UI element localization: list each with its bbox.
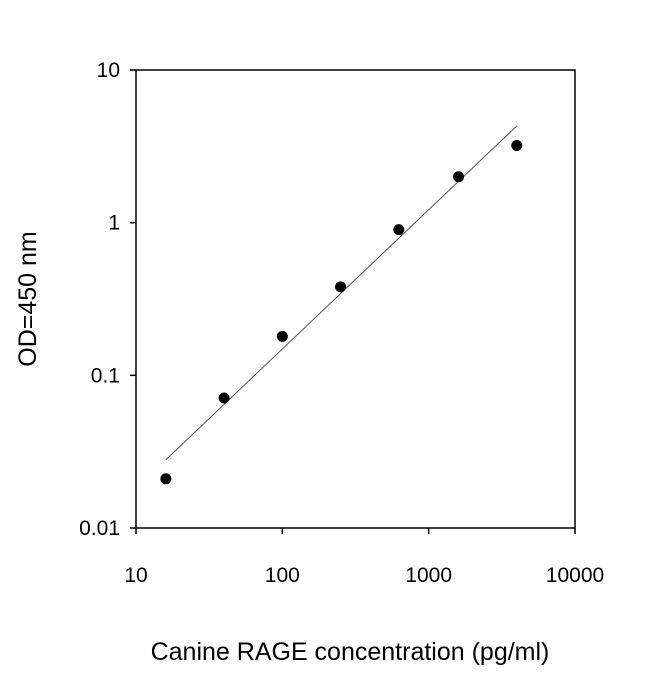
y-tick-label: 0.01 xyxy=(79,517,120,540)
y-tick-label: 0.1 xyxy=(91,364,120,387)
data-point xyxy=(511,140,523,152)
regression-line xyxy=(165,125,518,461)
data-point xyxy=(218,392,230,404)
y-tick-label: 1 xyxy=(108,212,120,235)
y-axis-label: OD=450 nm xyxy=(14,231,42,367)
axis-tick-labels: 10 100 1000 10000 0.01 0.1 1 10 xyxy=(79,59,604,587)
y-tick-label: 10 xyxy=(97,59,120,82)
axis-ticks xyxy=(130,69,576,534)
data-point xyxy=(393,224,405,236)
data-points xyxy=(160,140,523,485)
data-point xyxy=(453,171,465,183)
data-point xyxy=(160,473,172,485)
x-axis-label: Canine RAGE concentration (pg/ml) xyxy=(151,638,550,666)
x-tick-label: 10 xyxy=(124,564,147,587)
data-point xyxy=(276,330,288,342)
plot-frame xyxy=(135,69,576,529)
data-point xyxy=(335,281,347,293)
x-tick-label: 1000 xyxy=(405,564,452,587)
x-tick-label: 100 xyxy=(265,564,300,587)
x-tick-label: 10000 xyxy=(546,564,604,587)
